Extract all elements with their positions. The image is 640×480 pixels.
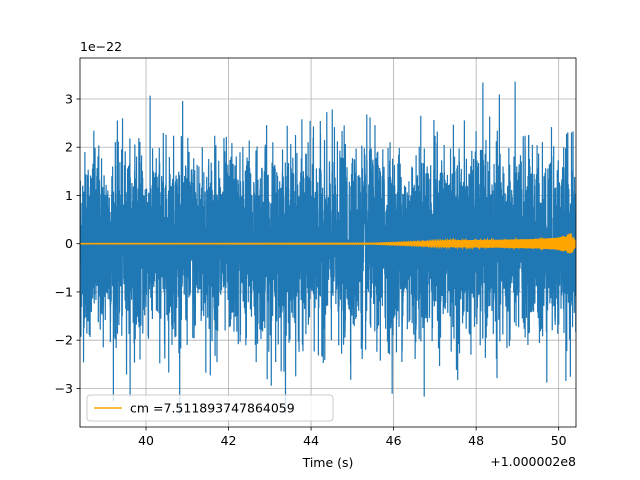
x-tick-label: 42 xyxy=(221,433,237,448)
x-tick-label: 48 xyxy=(468,433,484,448)
legend: cm =7.511893747864059 xyxy=(86,394,334,422)
y-tick-label: −2 xyxy=(55,333,73,348)
y-tick-label: 0 xyxy=(65,236,73,251)
y-axis-scale-text: 1e−22 xyxy=(80,39,122,54)
y-tick-label: 3 xyxy=(65,92,73,107)
legend-label-chirp: cm =7.511893747864059 xyxy=(130,401,295,416)
legend-box xyxy=(86,394,334,422)
x-axis-offset-text: +1.000002e8 xyxy=(490,454,576,469)
x-tick-label: 44 xyxy=(303,433,319,448)
y-tick-label: 2 xyxy=(65,140,73,155)
y-tick-label: −3 xyxy=(55,381,73,396)
x-tick-label: 46 xyxy=(386,433,402,448)
y-axis-ticks: −3 −2 −1 0 1 2 3 xyxy=(55,92,80,396)
x-tick-label: 50 xyxy=(551,433,567,448)
x-axis-ticks: 40 42 44 46 48 50 xyxy=(138,427,567,448)
series-line-noise xyxy=(80,81,576,415)
x-tick-label: 40 xyxy=(138,433,154,448)
y-tick-label: 1 xyxy=(65,188,73,203)
y-tick-label: −1 xyxy=(55,284,73,299)
x-axis-label: Time (s) xyxy=(302,455,354,470)
axes-frame xyxy=(79,57,577,428)
